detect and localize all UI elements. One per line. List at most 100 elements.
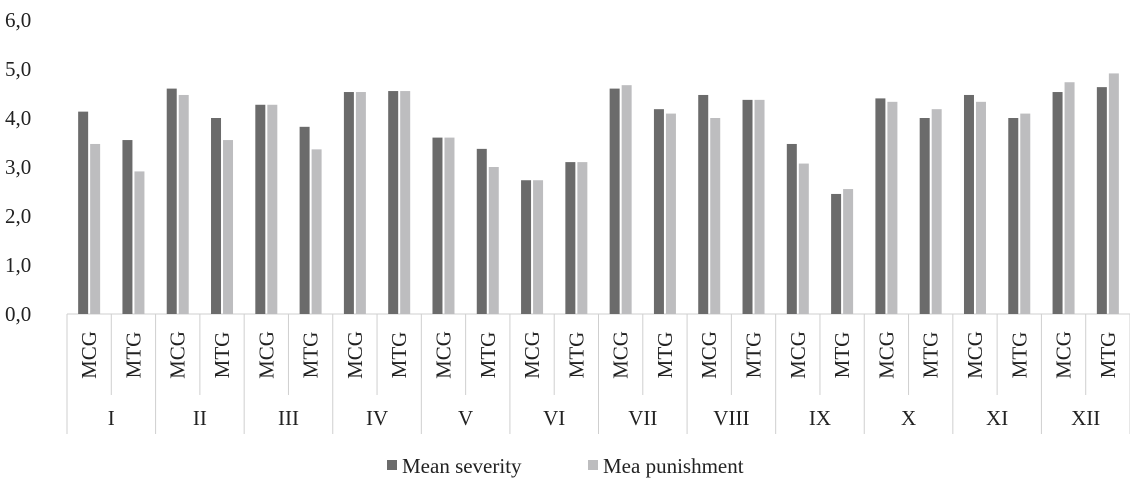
y-tick-label: 3,0	[5, 155, 31, 179]
category-label: VI	[543, 406, 565, 430]
axes: 0,0 1,0 2,0 3,0 4,0 5,0 6,0	[5, 8, 1130, 434]
subcategory-label: MTG	[1007, 332, 1031, 379]
subcategory-label: MTG	[121, 332, 145, 379]
bar-mea-punishment	[1108, 73, 1119, 314]
bars	[78, 73, 1119, 315]
subcategory-label: MTG	[476, 332, 500, 379]
subcategory-label: MCG	[1052, 331, 1076, 379]
bar-mea-punishment	[488, 167, 499, 314]
bar-mea-punishment	[710, 118, 721, 314]
bar-mean-severity	[786, 143, 797, 314]
subcategory-label: MCG	[786, 331, 810, 379]
subcategory-label: MCG	[77, 331, 101, 379]
category-label: VII	[628, 406, 657, 430]
y-tick-label: 0,0	[5, 302, 31, 326]
bar-mea-punishment	[665, 113, 676, 314]
bar-mea-punishment	[355, 92, 366, 314]
subcategory-label: MCG	[609, 331, 633, 379]
category-label: II	[193, 406, 207, 430]
y-tick-label: 2,0	[5, 204, 31, 228]
bar-mean-severity	[963, 94, 974, 314]
category-label: XI	[986, 406, 1008, 430]
bar-mean-severity	[742, 99, 753, 315]
bar-mea-punishment	[400, 91, 411, 314]
category-label: III	[278, 406, 299, 430]
y-tick-label: 1,0	[5, 253, 31, 277]
bar-mea-punishment	[533, 180, 544, 314]
subcategory-label: MTG	[742, 332, 766, 379]
bar-mean-severity	[476, 148, 487, 314]
bar-mean-severity	[565, 162, 576, 314]
category-labels: MCG MTG I MCG MTG II MCG MTG III MCG MTG IV MCG MTG V M…	[77, 331, 1120, 430]
bar-mean-severity	[388, 91, 399, 314]
bar-mea-punishment	[1020, 113, 1031, 314]
subcategory-label: MTG	[830, 332, 854, 379]
bar-mean-severity	[432, 137, 443, 314]
bar-mea-punishment	[90, 143, 101, 314]
subcategory-label: MCG	[963, 331, 987, 379]
category-label: X	[901, 406, 916, 430]
y-tick-label: 4,0	[5, 106, 31, 130]
bar-mean-severity	[521, 180, 532, 314]
legend-swatch	[588, 460, 598, 470]
bar-mean-severity	[1096, 87, 1107, 314]
bar-mea-punishment	[178, 94, 189, 314]
subcategory-label: MTG	[387, 332, 411, 379]
bar-mean-severity	[653, 109, 664, 315]
y-tick-label: 6,0	[5, 8, 31, 32]
bar-mea-punishment	[931, 109, 942, 315]
bar-mean-severity	[255, 104, 266, 315]
bar-mean-severity	[343, 92, 354, 314]
bar-mea-punishment	[134, 171, 145, 314]
subcategory-label: MCG	[166, 331, 190, 379]
legend-label: Mean severity	[402, 454, 522, 478]
subcategory-label: MTG	[653, 332, 677, 379]
legend-label: Mea punishment	[603, 454, 744, 478]
bar-mean-severity	[122, 140, 133, 314]
bar-mean-severity	[875, 98, 886, 315]
subcategory-label: MCG	[254, 331, 278, 379]
bar-mean-severity	[211, 118, 222, 314]
subcategory-label: MCG	[520, 331, 544, 379]
bar-mean-severity	[698, 94, 709, 314]
bar-mea-punishment	[311, 149, 322, 314]
bar-mea-punishment	[754, 99, 765, 315]
category-label: IV	[366, 406, 388, 430]
subcategory-label: MTG	[919, 332, 943, 379]
bar-mea-punishment	[621, 85, 632, 314]
subcategory-label: MCG	[697, 331, 721, 379]
subcategory-label: MTG	[564, 332, 588, 379]
category-label: I	[108, 406, 115, 430]
legend: Mean severity Mea punishment	[387, 454, 744, 478]
category-label: XII	[1071, 406, 1100, 430]
bar-mean-severity	[1008, 118, 1019, 314]
bar-mea-punishment	[577, 162, 588, 314]
category-label: IX	[809, 406, 831, 430]
bar-mean-severity	[299, 126, 310, 314]
y-tick-label: 5,0	[5, 57, 31, 81]
legend-swatch	[387, 460, 397, 470]
bar-mean-severity	[1052, 92, 1063, 314]
subcategory-label: MTG	[210, 332, 234, 379]
bar-mea-punishment	[843, 189, 854, 314]
subcategory-label: MCG	[343, 331, 367, 379]
bar-mea-punishment	[975, 101, 986, 314]
subcategory-label: MTG	[1096, 332, 1120, 379]
bar-mean-severity	[78, 111, 89, 314]
bar-mean-severity	[831, 193, 842, 314]
bar-mea-punishment	[223, 140, 234, 314]
bar-mea-punishment	[267, 104, 278, 315]
bar-mea-punishment	[798, 163, 809, 314]
subcategory-label: MTG	[299, 332, 323, 379]
bar-mea-punishment	[1064, 82, 1075, 314]
category-label: V	[458, 406, 473, 430]
bar-mean-severity	[609, 88, 620, 314]
bar-mea-punishment	[887, 101, 898, 314]
bar-mean-severity	[166, 88, 177, 314]
category-label: VIII	[713, 406, 749, 430]
bar-mea-punishment	[444, 137, 455, 314]
subcategory-label: MCG	[431, 331, 455, 379]
bar-mean-severity	[919, 118, 930, 314]
subcategory-label: MCG	[874, 331, 898, 379]
